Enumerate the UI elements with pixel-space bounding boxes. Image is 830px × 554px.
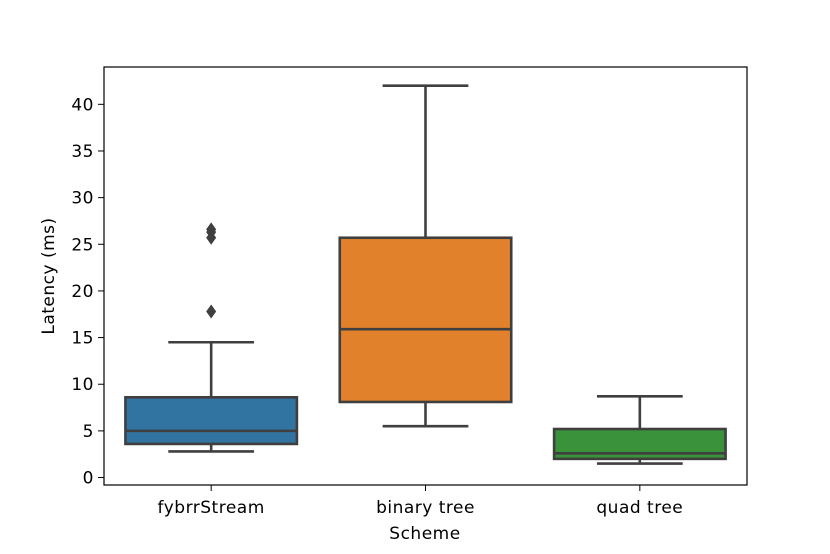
y-tick-label: 25 xyxy=(71,235,94,255)
x-tick-label: quad tree xyxy=(596,498,683,518)
x-tick-label: binary tree xyxy=(376,498,475,518)
y-tick-label: 35 xyxy=(71,142,94,162)
outlier-point xyxy=(206,304,217,319)
box-iqr xyxy=(338,236,513,404)
y-tick-label: 30 xyxy=(71,189,94,209)
y-tick-label: 20 xyxy=(71,282,94,302)
y-tick-label: 5 xyxy=(83,422,94,442)
y-tick-label: 15 xyxy=(71,329,94,349)
box-quad-tree xyxy=(552,395,727,465)
x-axis: fybrrStream binary tree quad tree xyxy=(158,485,683,518)
y-tick-label: 40 xyxy=(71,95,94,115)
y-tick-label: 0 xyxy=(83,469,94,489)
x-tick-label: fybrrStream xyxy=(158,498,265,518)
y-tick-label: 10 xyxy=(71,375,94,395)
outlier-point xyxy=(206,222,217,237)
box-binary-tree xyxy=(338,84,513,428)
boxes xyxy=(124,84,727,465)
y-axis: 0 5 10 15 20 25 30 35 40 xyxy=(71,95,104,489)
box-iqr xyxy=(124,395,299,446)
y-axis-label: Latency (ms) xyxy=(39,217,59,334)
x-axis-label: Scheme xyxy=(389,524,460,544)
box-fybrrstream xyxy=(124,222,299,453)
